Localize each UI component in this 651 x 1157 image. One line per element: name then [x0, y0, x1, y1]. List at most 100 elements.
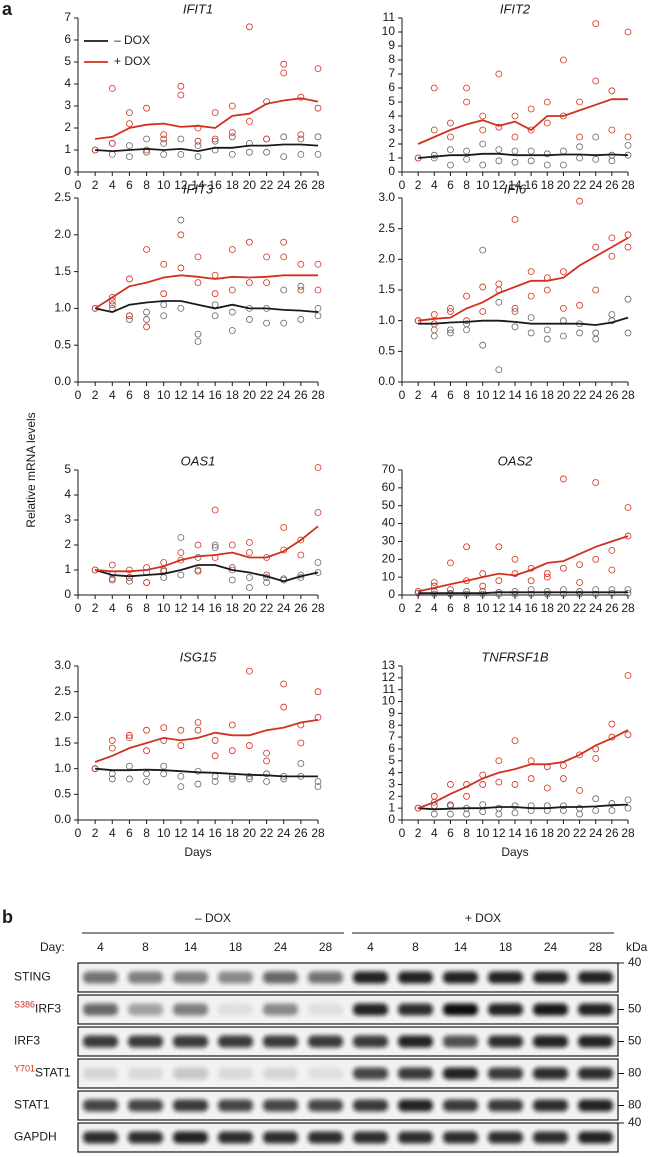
data-point [314, 464, 322, 471]
data-point [576, 133, 583, 141]
group-label: – DOX [195, 911, 231, 925]
x-tick-label: 26 [294, 178, 308, 192]
data-point [560, 775, 567, 782]
data-point [576, 751, 583, 759]
data-point [576, 590, 583, 598]
data-point [576, 98, 583, 106]
series-line [94, 564, 319, 583]
data-point [228, 246, 236, 253]
data-point [246, 772, 253, 780]
data-point [592, 335, 600, 343]
data-point [430, 810, 438, 818]
y-tick-label: 1 [388, 150, 395, 164]
data-point [143, 323, 150, 331]
data-point [592, 590, 600, 598]
data-point [527, 126, 535, 134]
y-tick-label: 1.0 [54, 301, 71, 315]
data-point [314, 104, 322, 112]
x-tick-label: 20 [557, 601, 571, 615]
band [308, 1067, 343, 1080]
data-point [576, 143, 583, 151]
data-point [177, 571, 185, 579]
legend-label: + DOX [114, 54, 150, 68]
data-point [608, 546, 616, 554]
data-point [108, 576, 116, 584]
blot-frame [77, 1090, 619, 1121]
x-tick-label: 26 [294, 826, 308, 840]
y-tick-label: 2.0 [54, 227, 71, 241]
x-tick-label: 18 [226, 388, 240, 402]
series-line [417, 535, 629, 593]
data-point [447, 308, 454, 315]
data-point [228, 541, 236, 549]
data-point [592, 133, 600, 141]
data-point [126, 153, 133, 161]
series-line [418, 152, 629, 159]
data-point [126, 566, 133, 574]
band [443, 1067, 478, 1080]
series-line [95, 767, 318, 778]
data-point [527, 314, 535, 322]
data-point [430, 332, 438, 340]
data-point [211, 737, 219, 744]
y-tick-label: 10 [382, 694, 396, 708]
data-point [246, 742, 253, 749]
x-tick-label: 28 [621, 826, 635, 840]
data-point [543, 119, 551, 127]
data-point [263, 319, 270, 327]
y-tick-label: 10 [382, 569, 396, 583]
data-point [608, 807, 616, 814]
data-point [228, 327, 236, 334]
x-tick-label: 18 [541, 826, 555, 840]
data-point [495, 778, 503, 786]
x-tick-label: 4 [109, 826, 116, 840]
data-point [576, 579, 583, 586]
data-point [194, 137, 202, 145]
data-point [280, 60, 288, 68]
data-point [576, 804, 583, 812]
data-point [463, 320, 470, 328]
blot-frame [77, 1122, 619, 1153]
chart-title: OAS2 [498, 453, 533, 468]
x-tick-label: 16 [208, 601, 222, 615]
band [443, 1035, 478, 1048]
y-tick-label: 6 [388, 80, 395, 94]
band [218, 1067, 253, 1080]
data-point [177, 549, 185, 556]
data-point [463, 588, 470, 595]
data-point [160, 139, 168, 147]
data-point [143, 747, 150, 755]
x-tick-label: 18 [541, 178, 555, 192]
data-point [608, 234, 616, 242]
data-point [527, 577, 535, 585]
data-point [228, 128, 236, 136]
data-point [511, 133, 519, 141]
marker-label: 40 [628, 955, 642, 969]
data-point [527, 147, 535, 155]
x-tick-label: 10 [157, 178, 171, 192]
protein-name: STING [14, 970, 51, 984]
data-point [447, 146, 454, 154]
blot-frame [77, 1058, 619, 1089]
data-point [194, 541, 202, 549]
x-tick-label: 28 [621, 178, 635, 192]
data-point [126, 577, 133, 585]
data-point [447, 326, 454, 334]
x-tick-label: 0 [75, 601, 82, 615]
data-point [511, 737, 519, 745]
x-tick-label: 12 [492, 388, 506, 402]
data-point [314, 559, 322, 566]
data-point [143, 135, 150, 143]
data-point [143, 316, 150, 323]
data-point [126, 275, 133, 283]
y-tick-label: 3 [388, 122, 395, 136]
data-point [160, 770, 168, 778]
data-point [108, 775, 116, 783]
band [128, 1099, 163, 1112]
data-point [463, 98, 470, 106]
data-point [246, 118, 253, 125]
chart-title: IFIT1 [183, 1, 213, 16]
y-tick-label: 30 [382, 534, 396, 548]
lane-day: 18 [229, 940, 243, 954]
x-tick-label: 24 [589, 388, 603, 402]
